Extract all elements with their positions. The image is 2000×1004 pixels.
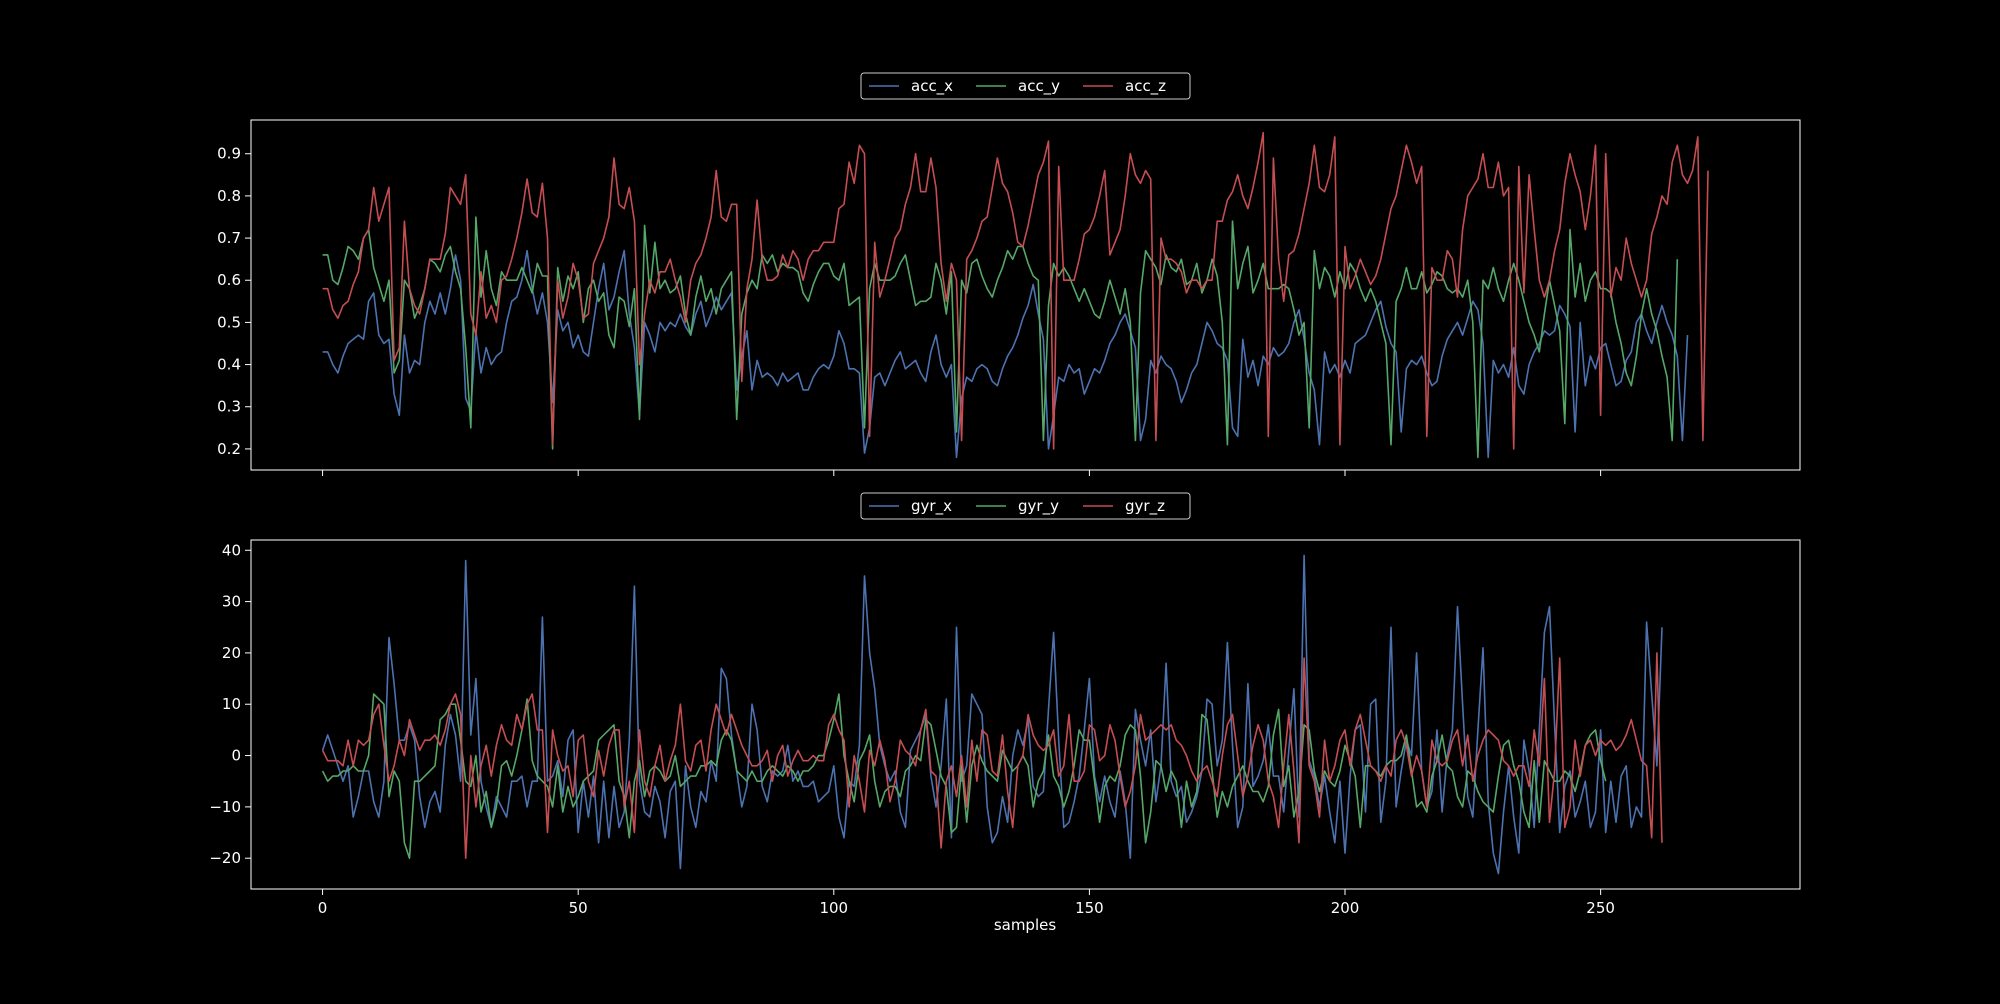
acc-y-tick-label: 0.8: [217, 187, 241, 205]
gyr-legend-box: [860, 492, 1191, 520]
gyr-y-tick-label: 10: [222, 695, 241, 713]
acc-y-tick-label: 0.2: [217, 440, 241, 458]
gyr-x-tick-label: 150: [1075, 899, 1104, 917]
acc-axes-frame: [250, 119, 1801, 471]
gyr-x-tick-label: 0: [318, 899, 328, 917]
acc-y-tick-label: 0.9: [217, 145, 241, 163]
gyr-x-tick-label: 100: [819, 899, 848, 917]
x-axis-label: samples: [994, 916, 1057, 934]
gyr-legend: gyr_x gyr_y gyr_z: [860, 492, 1191, 520]
acc-y-tick-label: 0.6: [217, 271, 241, 289]
series-line-gyr_x: [321, 554, 1663, 875]
legend-label-acc_x: acc_x: [911, 77, 953, 96]
gyr-axes: −20 −10 0 10 20 30 40 0 50 100 150 200 250 gyr_x gyr_y…: [209, 492, 1801, 917]
legend-label-acc_z: acc_z: [1125, 77, 1166, 96]
series-line-acc_z: [322, 131, 1709, 450]
acc-y-tick-label: 0.7: [217, 229, 241, 247]
acc-y-tick-label: 0.5: [217, 313, 241, 331]
legend-label-gyr_z: gyr_z: [1125, 497, 1165, 516]
gyr-axes-frame: [250, 539, 1801, 890]
series-line-gyr_z: [321, 652, 1663, 860]
gyr-x-tick-label: 50: [569, 899, 588, 917]
acc-legend-box: [860, 72, 1191, 100]
legend-label-gyr_x: gyr_x: [911, 497, 952, 516]
acc-legend: acc_x acc_y acc_z: [860, 72, 1191, 100]
gyr-y-tick-label: 20: [222, 644, 241, 662]
gyr-y-tick-label: 30: [222, 593, 241, 611]
acc-axes: 0.2 0.3 0.4 0.5 0.6 0.7 0.8 0.9 acc_x acc_y acc_z: [217, 72, 1801, 476]
legend-label-gyr_y: gyr_y: [1018, 497, 1059, 516]
gyr-y-tick-label: 0: [231, 747, 241, 765]
series-line-gyr_y: [321, 693, 1607, 860]
gyr-y-tick-label: −20: [209, 849, 241, 867]
gyr-y-tick-label: 40: [222, 541, 241, 559]
gyr-y-tick-label: −10: [209, 798, 241, 816]
gyr-x-tick-label: 250: [1586, 899, 1615, 917]
gyr-x-tick-label: 200: [1331, 899, 1360, 917]
legend-label-acc_y: acc_y: [1018, 77, 1060, 96]
acc-y-tick-label: 0.4: [217, 356, 241, 374]
acc-y-tick-label: 0.3: [217, 398, 241, 416]
